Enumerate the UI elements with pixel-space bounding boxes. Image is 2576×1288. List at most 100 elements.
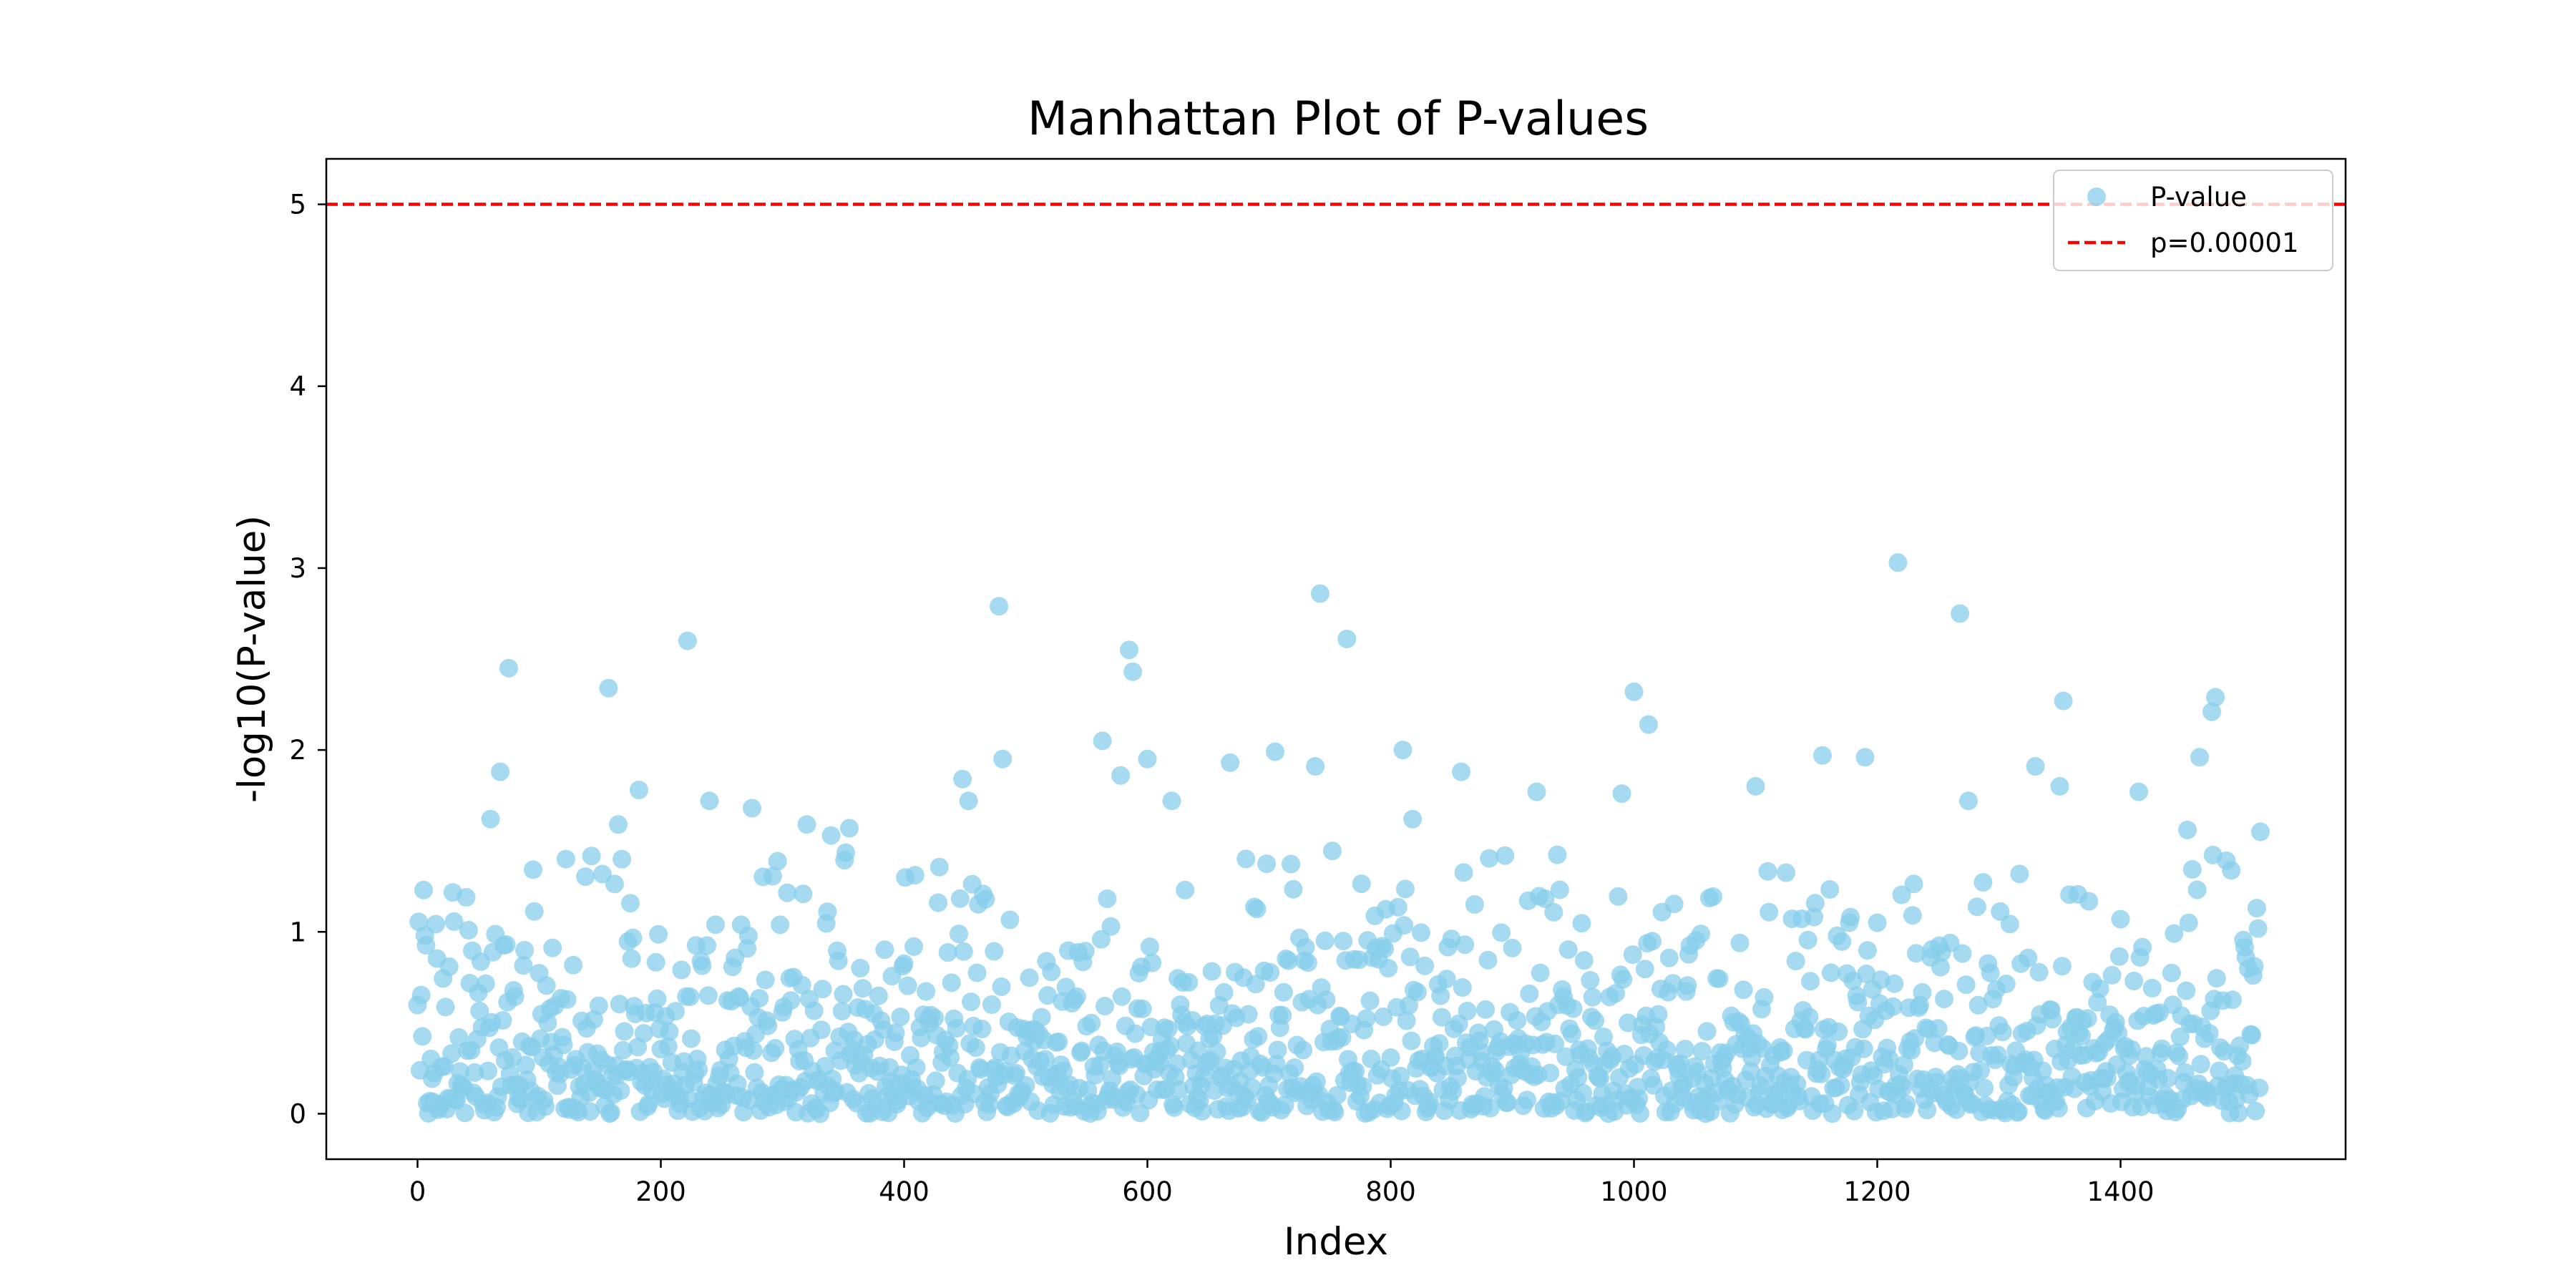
y-tick-label: 0 xyxy=(289,1098,306,1129)
data-point xyxy=(2152,1039,2172,1058)
data-point xyxy=(1274,982,1293,1002)
data-point xyxy=(2177,981,2196,1000)
data-point xyxy=(582,847,601,866)
data-point xyxy=(947,1019,966,1038)
data-point xyxy=(1531,963,1550,982)
data-point xyxy=(2247,899,2266,918)
data-point xyxy=(1353,1077,1372,1096)
data-point xyxy=(2122,1040,2141,1059)
data-point xyxy=(1395,879,1415,899)
data-point xyxy=(470,1001,489,1020)
data-point xyxy=(1741,1062,1760,1081)
data-point xyxy=(1882,1100,1901,1118)
data-point xyxy=(792,975,811,995)
data-point xyxy=(451,1062,469,1081)
data-point xyxy=(536,1097,555,1116)
data-point xyxy=(1904,874,1923,894)
data-point xyxy=(982,995,1001,1014)
data-point xyxy=(2078,1009,2097,1028)
data-point xyxy=(941,1048,960,1067)
data-point xyxy=(491,762,510,781)
data-point xyxy=(1334,932,1353,951)
x-axis-title: Index xyxy=(1284,1220,1388,1264)
data-point xyxy=(411,985,431,1005)
data-point xyxy=(1325,1103,1345,1122)
data-point xyxy=(1623,945,1642,965)
points-layer xyxy=(408,553,2270,1123)
data-point xyxy=(750,989,769,1008)
data-point xyxy=(1480,849,1499,868)
data-point xyxy=(1480,1098,1500,1118)
data-point xyxy=(1267,1055,1286,1074)
data-point xyxy=(1455,935,1475,955)
data-point xyxy=(1310,584,1330,603)
data-point xyxy=(1176,880,1195,899)
data-point xyxy=(1111,766,1131,785)
data-point xyxy=(2200,1024,2219,1043)
data-point xyxy=(2179,913,2198,932)
data-point xyxy=(2162,963,2181,982)
data-point xyxy=(1000,910,1020,930)
data-point xyxy=(836,843,855,862)
data-point xyxy=(797,815,816,834)
data-point xyxy=(2102,965,2122,985)
x-tick-label: 600 xyxy=(1122,1176,1173,1207)
data-point xyxy=(1503,938,1522,957)
data-point xyxy=(1974,873,1993,892)
data-point xyxy=(869,986,888,1005)
data-point xyxy=(601,1103,620,1122)
data-point xyxy=(2250,1078,2269,1098)
data-point xyxy=(794,884,813,904)
data-point xyxy=(1981,963,2000,982)
data-point xyxy=(2170,1028,2190,1046)
data-point xyxy=(1407,982,1427,1002)
data-point xyxy=(515,941,535,960)
data-point xyxy=(1730,933,1750,952)
data-point xyxy=(1928,1019,1948,1038)
data-point xyxy=(698,936,717,955)
data-point xyxy=(990,597,1009,616)
data-point xyxy=(1903,906,1922,925)
data-point xyxy=(493,1011,512,1030)
data-point xyxy=(1298,953,1317,972)
data-point xyxy=(516,1055,535,1075)
data-point xyxy=(1975,1078,1994,1098)
data-point xyxy=(1430,1034,1449,1053)
data-point xyxy=(1894,1055,1913,1075)
data-point xyxy=(1016,1075,1035,1095)
data-point xyxy=(1544,902,1563,922)
data-point xyxy=(1868,913,1887,932)
data-point xyxy=(745,1063,764,1082)
data-point xyxy=(1221,753,1240,772)
data-point xyxy=(1133,999,1152,1018)
data-point xyxy=(1746,776,1765,796)
chart-title: Manhattan Plot of P-values xyxy=(1028,92,1649,146)
data-point xyxy=(2245,957,2264,976)
data-point xyxy=(1935,990,1953,1009)
data-point xyxy=(1249,1027,1268,1046)
data-point xyxy=(1091,930,1111,949)
y-tick-label: 1 xyxy=(289,917,306,947)
data-point xyxy=(891,1008,910,1027)
data-point xyxy=(811,1020,831,1040)
data-point xyxy=(2246,1101,2265,1121)
data-point xyxy=(1956,975,1976,995)
data-point xyxy=(1432,1008,1451,1027)
data-point xyxy=(1315,931,1335,950)
data-point xyxy=(1193,1102,1211,1121)
data-point xyxy=(778,883,797,902)
data-point xyxy=(2210,1061,2229,1080)
y-tick-label: 3 xyxy=(289,553,306,584)
data-point xyxy=(950,889,970,908)
data-point xyxy=(576,867,595,887)
data-point xyxy=(1285,1058,1304,1078)
data-point xyxy=(2079,892,2099,911)
data-point xyxy=(1619,1013,1637,1033)
data-point xyxy=(1709,969,1729,988)
data-point xyxy=(1306,757,1325,776)
data-point xyxy=(894,954,914,973)
data-point xyxy=(413,1027,432,1046)
data-point xyxy=(678,631,697,650)
data-point xyxy=(907,1058,926,1077)
data-point xyxy=(1548,845,1567,864)
